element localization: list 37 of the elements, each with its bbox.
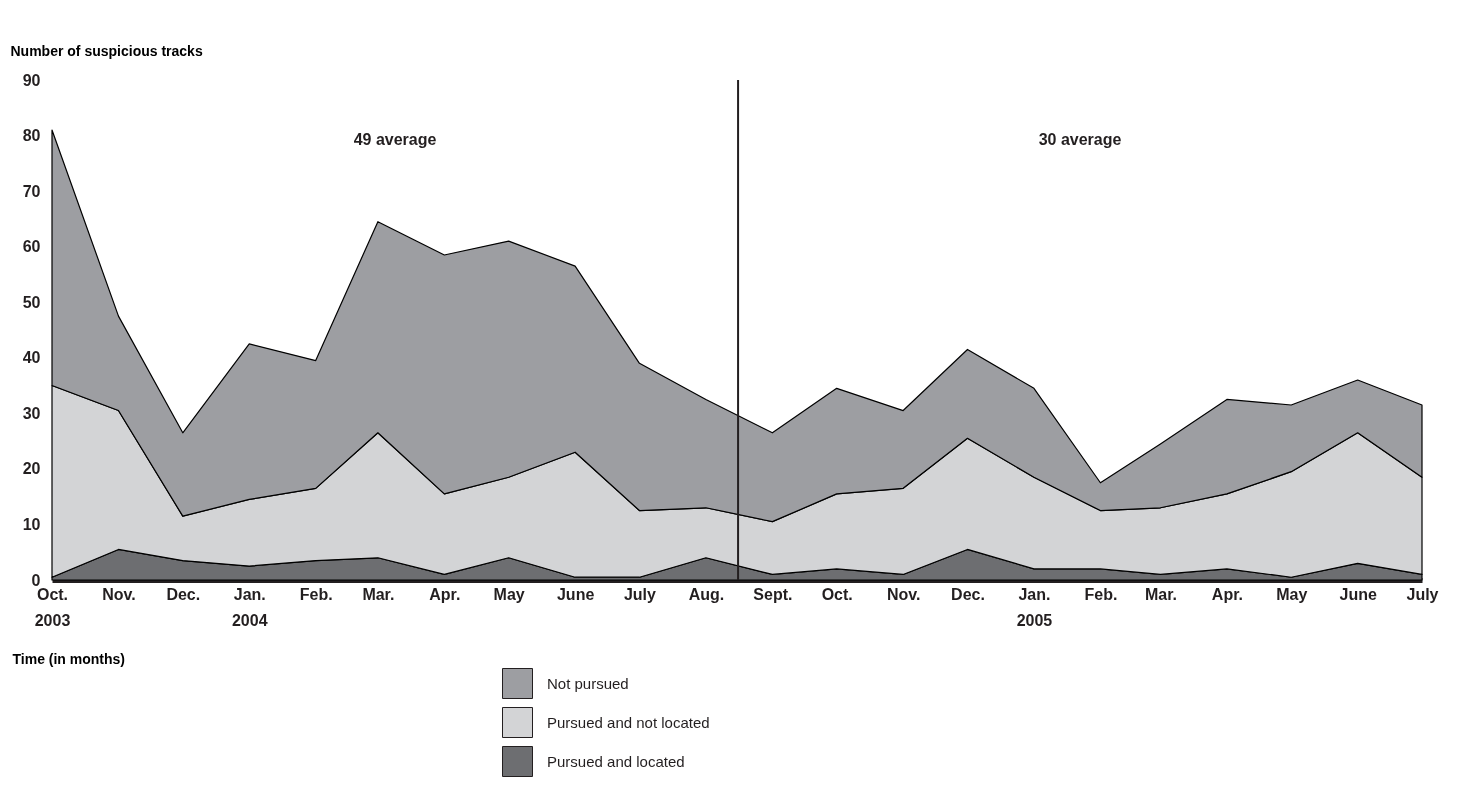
x-tick-label: June: [556, 585, 595, 603]
annotation: 30 average: [1038, 131, 1122, 148]
x-tick-label: Mar.: [1144, 585, 1177, 603]
x-tick-label: Oct.: [821, 585, 853, 603]
x-tick-label: Dec.: [951, 585, 985, 603]
x-tick-label: Mar.: [362, 585, 395, 603]
x-tick-label: Feb.: [1084, 585, 1118, 603]
y-axis-title: Number of suspicious tracks: [10, 42, 203, 59]
y-tick-label: 40: [22, 349, 41, 367]
y-tick-label: 90: [22, 71, 41, 89]
annotation: 49 average: [353, 131, 437, 148]
x-tick-label: Nov.: [886, 585, 921, 603]
y-tick-label: 50: [22, 293, 41, 311]
x-tick-label: June: [1339, 585, 1377, 603]
y-tick-label: 20: [22, 460, 41, 478]
x-axis-title: Time (in months): [12, 650, 126, 667]
x-tick-label: Feb.: [299, 585, 333, 603]
x-tick-label: Jan. 2004: [231, 585, 268, 629]
y-tick-label: 80: [22, 127, 41, 145]
x-tick-label: Dec.: [166, 585, 201, 603]
y-tick-label: 10: [22, 515, 41, 533]
x-tick-label: Sept.: [753, 585, 793, 603]
y-tick-label: 60: [22, 238, 41, 256]
legend-label: Pursued and not located: [547, 713, 710, 731]
x-tick-label: Apr.: [1211, 585, 1243, 603]
x-tick-label: Apr.: [429, 585, 461, 603]
x-tick-label: Aug.: [688, 585, 725, 603]
x-tick-label: July: [1406, 585, 1439, 603]
y-tick-label: 30: [22, 404, 41, 422]
x-tick-label: Nov.: [102, 585, 136, 603]
y-tick-label: 70: [22, 182, 41, 200]
x-tick-label: July: [623, 585, 657, 603]
legend-label: Pursued and located: [547, 752, 685, 770]
x-tick-label: May: [493, 585, 525, 603]
x-tick-label: Jan. 2005: [1016, 585, 1053, 629]
legend-label: Not pursued: [547, 674, 629, 692]
x-tick-label: May: [1276, 585, 1308, 603]
